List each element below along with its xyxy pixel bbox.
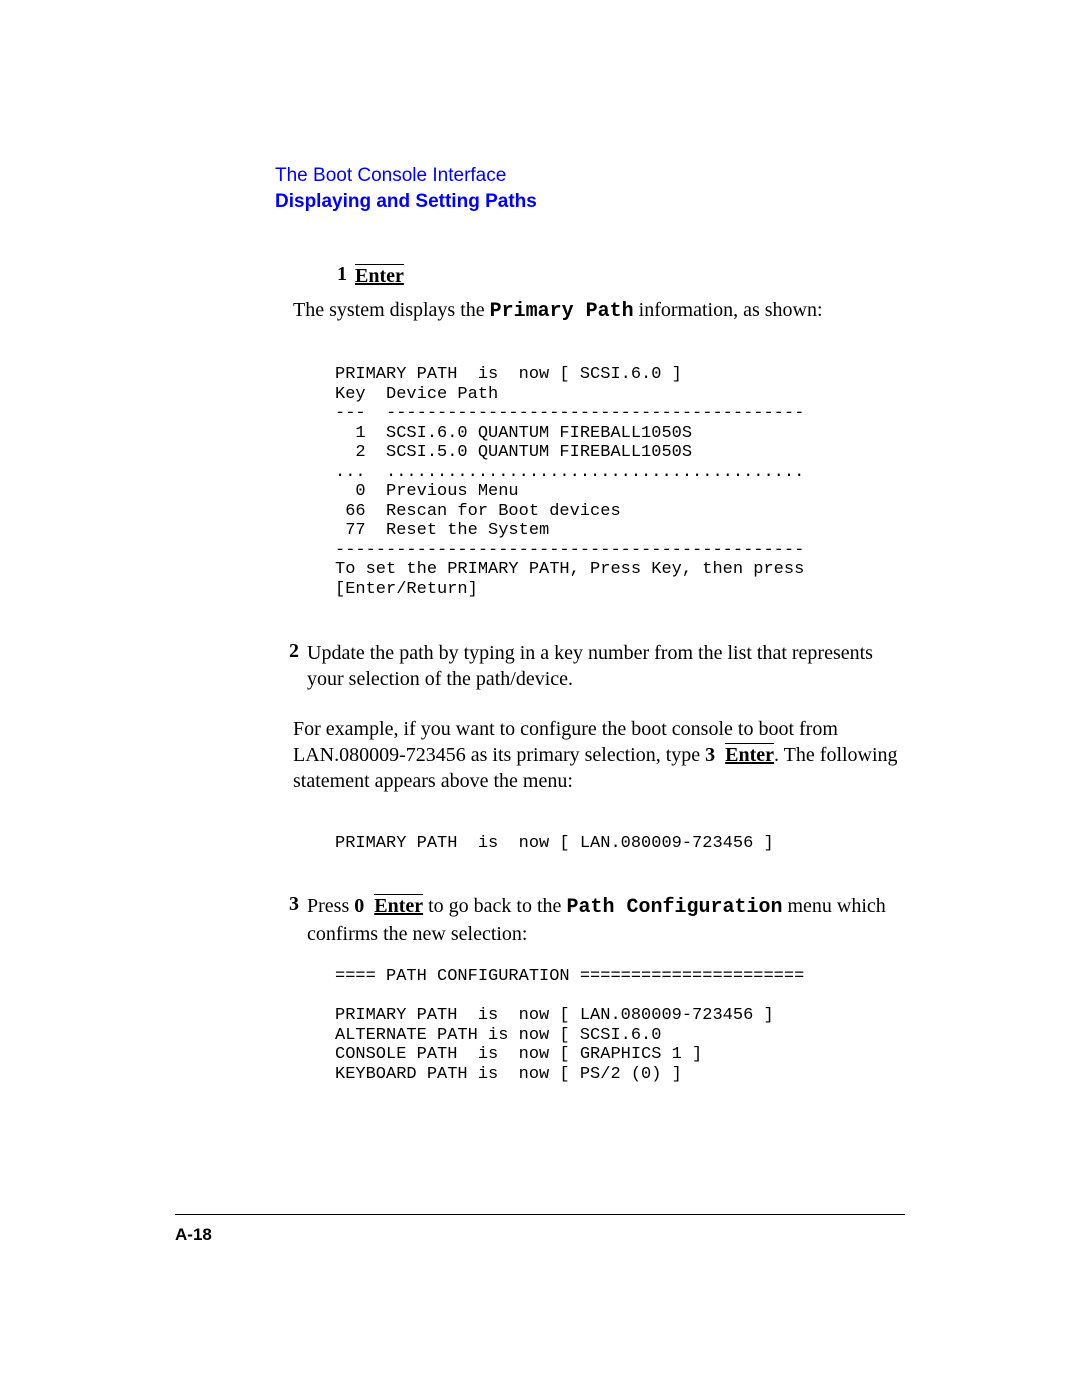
key-3: 3 xyxy=(705,744,715,766)
enter-key-label: Enter xyxy=(725,743,774,766)
text-part: to go back to the xyxy=(423,895,566,917)
page-content: The Boot Console Interface Displaying an… xyxy=(0,0,1080,1084)
footer-rule xyxy=(175,1214,905,1215)
step-1: 1 Enter xyxy=(323,263,905,289)
step-body: Press 0 Enter to go back to the Path Con… xyxy=(307,893,905,947)
step-3: 3 Press 0 Enter to go back to the Path C… xyxy=(275,893,905,947)
text-part: The system displays the xyxy=(293,299,490,321)
paragraph-2: For example, if you want to configure th… xyxy=(293,716,905,794)
text-part: information, as shown: xyxy=(634,299,823,321)
key-0: 0 xyxy=(354,895,364,917)
breadcrumb: The Boot Console Interface xyxy=(275,165,905,187)
primary-path-label: Primary Path xyxy=(490,300,634,323)
path-config-label: Path Configuration xyxy=(566,896,782,919)
code-block-1: PRIMARY PATH is now [ SCSI.6.0 ] Key Dev… xyxy=(335,365,905,600)
step-number: 1 xyxy=(323,263,347,289)
step-body: Enter xyxy=(355,263,905,289)
step-2: 2 Update the path by typing in a key num… xyxy=(275,640,905,692)
code-block-2: PRIMARY PATH is now [ LAN.080009-723456 … xyxy=(335,834,905,854)
step-number: 2 xyxy=(275,640,299,692)
step-number: 3 xyxy=(275,893,299,947)
intro-text: The system displays the Primary Path inf… xyxy=(293,297,905,325)
step-body: Update the path by typing in a key numbe… xyxy=(307,640,905,692)
enter-key-label: Enter xyxy=(355,264,404,287)
enter-key-label: Enter xyxy=(374,894,423,917)
text-part: Press xyxy=(307,895,354,917)
code-block-3: ==== PATH CONFIGURATION ================… xyxy=(335,967,905,1084)
page-number: A-18 xyxy=(175,1225,1080,1245)
section-title: Displaying and Setting Paths xyxy=(275,191,905,213)
